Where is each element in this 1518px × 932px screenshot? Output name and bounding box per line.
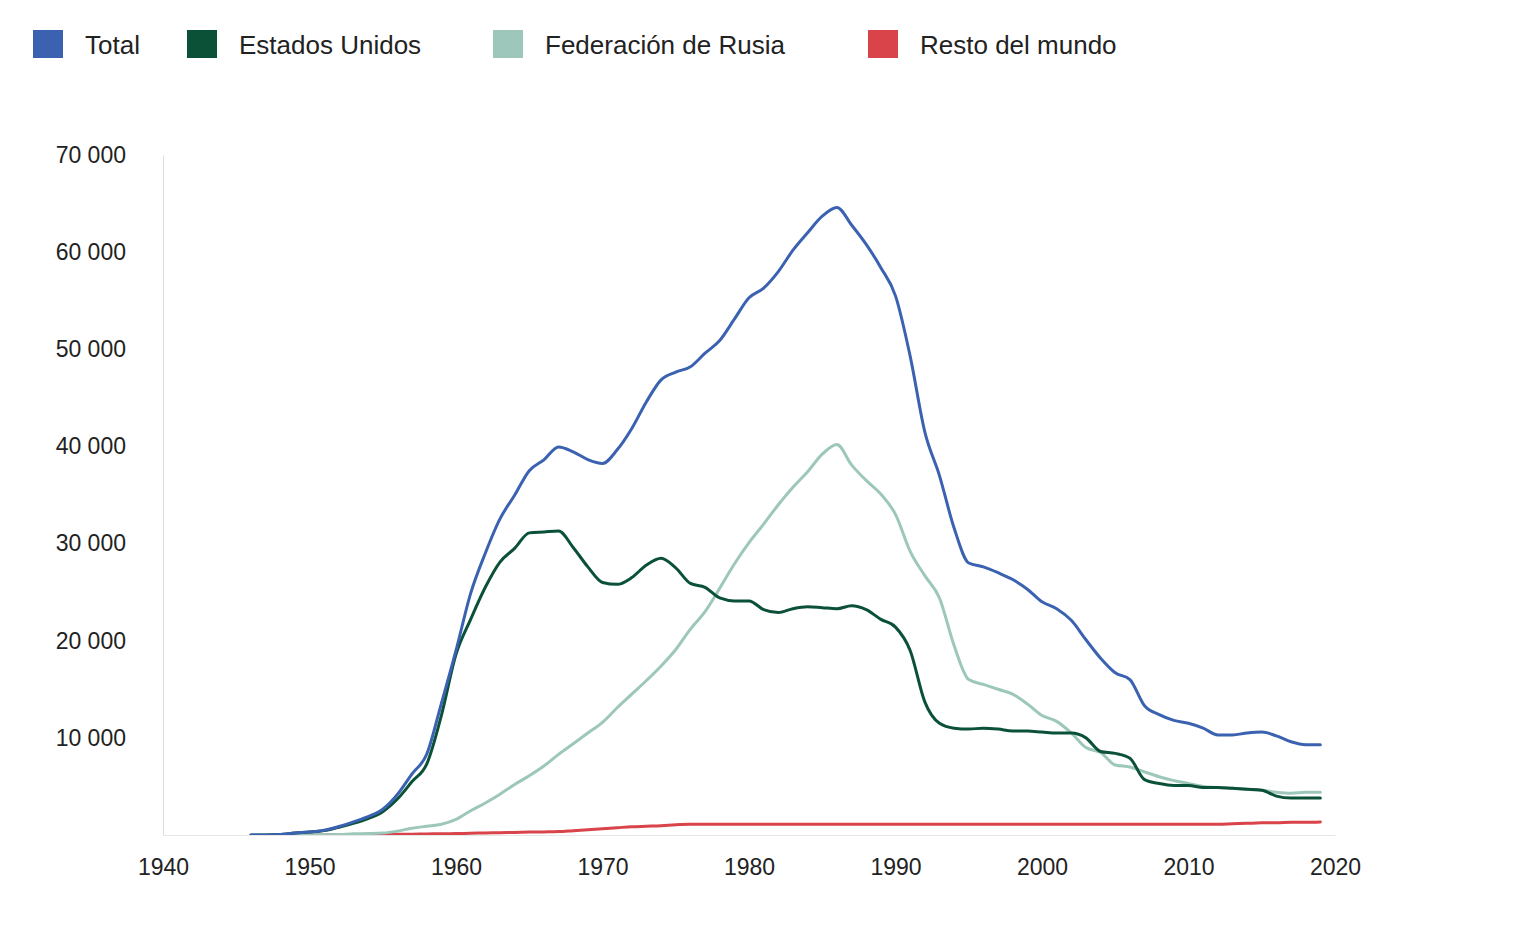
- y-tick: 60 000: [56, 239, 163, 265]
- series-lines: [251, 207, 1320, 835]
- plot-area: 1940 1950 1960 1970 1980 1990 2000 2010 2020 10 0…: [56, 142, 1361, 880]
- legend-swatch: [493, 30, 523, 58]
- legend-item: Estados Unidos: [187, 30, 421, 60]
- x-tick-label: 2000: [1017, 854, 1068, 880]
- x-tick: 2020: [1310, 835, 1361, 880]
- y-tick-label: 10 000: [56, 725, 126, 751]
- x-tick-label: 1990: [870, 854, 921, 880]
- series-line: [310, 822, 1321, 835]
- y-tick-label: 70 000: [56, 142, 126, 168]
- x-axis: 1940 1950 1960 1970 1980 1990 2000 2010 2020: [138, 835, 1361, 880]
- y-tick-label: 20 000: [56, 628, 126, 654]
- legend-label: Federación de Rusia: [545, 30, 785, 60]
- x-tick: 1980: [724, 835, 775, 880]
- legend-item: Total: [33, 30, 140, 60]
- legend-swatch: [33, 30, 63, 58]
- legend-item: Federación de Rusia: [493, 30, 785, 60]
- x-tick: 1960: [431, 835, 482, 880]
- y-tick: 20 000: [56, 628, 163, 654]
- y-tick: 10 000: [56, 725, 163, 751]
- x-tick: 1950: [284, 835, 335, 880]
- chart: 1940 1950 1960 1970 1980 1990 2000 2010 2020 10 0…: [0, 0, 1518, 932]
- series-line: [295, 444, 1321, 835]
- y-tick: 70 000: [56, 142, 163, 168]
- legend: Total Estados Unidos Federación de Rusia Re…: [33, 30, 1117, 60]
- y-tick: 50 000: [56, 336, 163, 362]
- legend-item: Resto del mundo: [868, 30, 1117, 60]
- x-tick: 1970: [577, 835, 628, 880]
- y-axis: 10 000 20 000 30 000 40 000 50 000 60 000 70 0…: [56, 142, 164, 836]
- series-line: [251, 531, 1320, 835]
- x-tick-label: 1950: [284, 854, 335, 880]
- legend-swatch: [868, 30, 898, 58]
- series-line: [251, 207, 1320, 834]
- x-tick-label: 2010: [1163, 854, 1214, 880]
- y-axis-line: [163, 156, 164, 836]
- x-tick: 2010: [1163, 835, 1214, 880]
- y-tick: 30 000: [56, 530, 163, 556]
- legend-label: Estados Unidos: [239, 30, 421, 60]
- x-tick-label: 1980: [724, 854, 775, 880]
- x-tick-label: 1970: [577, 854, 628, 880]
- y-tick: 40 000: [56, 433, 163, 459]
- y-tick-label: 40 000: [56, 433, 126, 459]
- legend-label: Total: [85, 30, 140, 60]
- x-tick: 1940: [138, 835, 189, 880]
- y-tick-label: 60 000: [56, 239, 126, 265]
- x-tick-label: 1960: [431, 854, 482, 880]
- x-axis-line: [164, 835, 1336, 836]
- legend-label: Resto del mundo: [920, 30, 1117, 60]
- y-tick-label: 50 000: [56, 336, 126, 362]
- x-tick-label: 1940: [138, 854, 189, 880]
- x-tick: 1990: [870, 835, 921, 880]
- x-tick-label: 2020: [1310, 854, 1361, 880]
- x-tick: 2000: [1017, 835, 1068, 880]
- legend-swatch: [187, 30, 217, 58]
- y-tick-label: 30 000: [56, 530, 126, 556]
